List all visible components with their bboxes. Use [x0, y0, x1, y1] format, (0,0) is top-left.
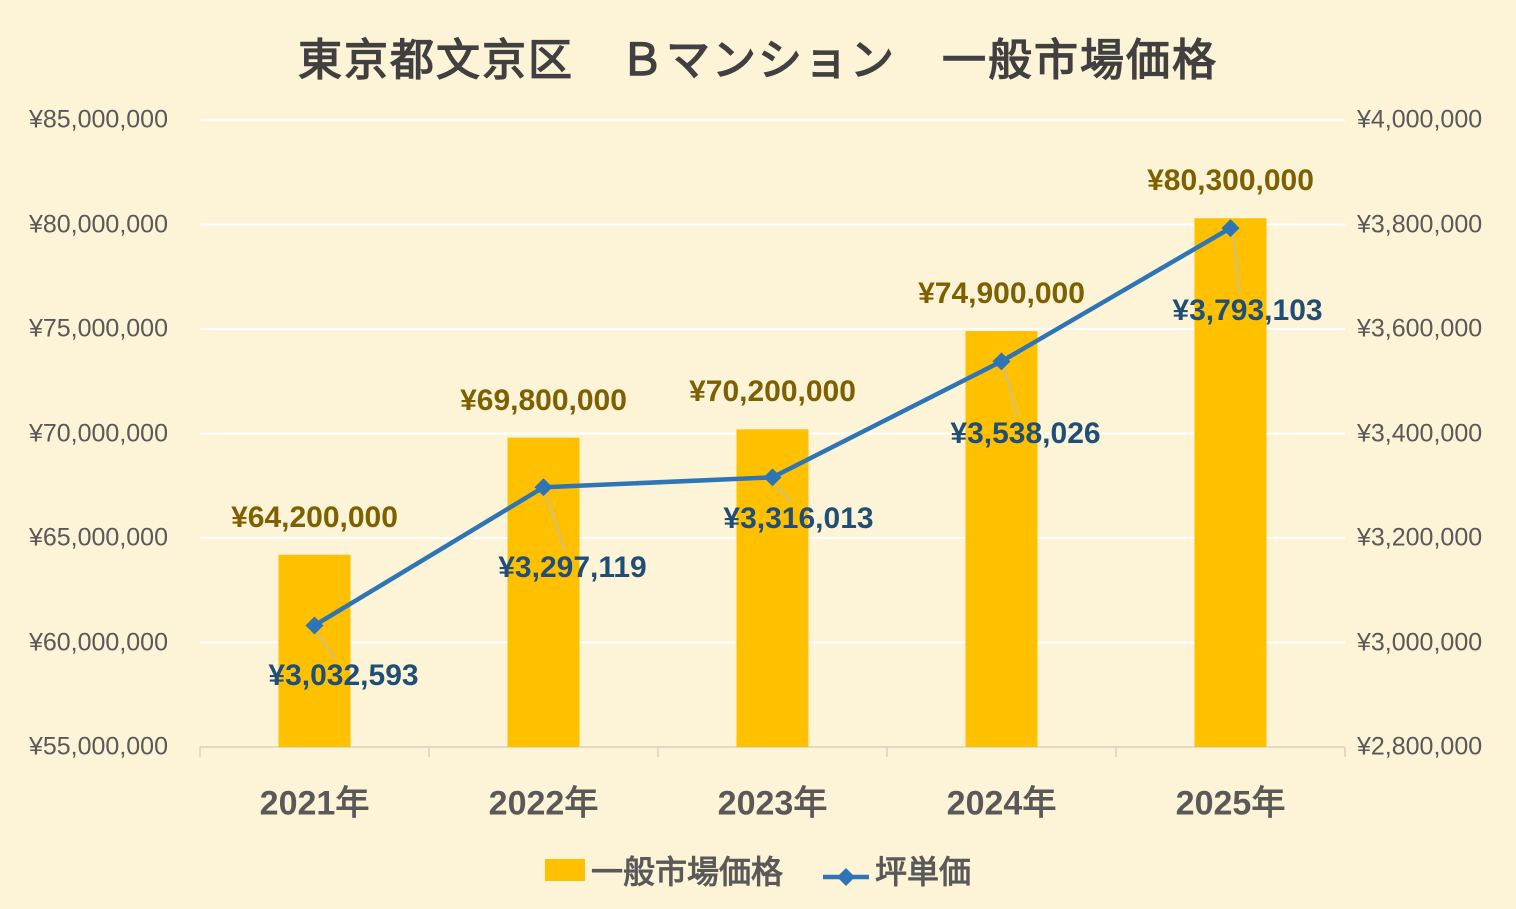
right-axis-tick: ¥3,400,000 — [1357, 419, 1483, 447]
x-axis-label: 2025年 — [1175, 784, 1286, 823]
bar-2024年 — [965, 331, 1038, 747]
legend-label-unit-price: 坪単価 — [875, 854, 972, 890]
line-marker-diamond-icon — [1221, 219, 1240, 238]
left-axis-tick: ¥80,000,000 — [28, 210, 168, 238]
left-axis-tick: ¥65,000,000 — [28, 523, 168, 552]
bar-2021年 — [278, 554, 351, 747]
left-axis-tick: ¥55,000,000 — [28, 732, 168, 761]
label-leader-line — [774, 484, 792, 502]
label-leader-line — [545, 495, 566, 551]
line-marker-diamond-icon — [305, 616, 324, 635]
right-axis-tick: ¥3,600,000 — [1357, 314, 1483, 343]
right-axis-tick: ¥4,000,000 — [1357, 105, 1483, 134]
bar-data-label: ¥74,900,000 — [918, 277, 1085, 311]
bar-data-label: ¥80,300,000 — [1147, 164, 1314, 198]
bar-data-label: ¥64,200,000 — [231, 500, 398, 534]
line-marker-diamond-icon — [534, 478, 553, 497]
line-marker-diamond-icon — [763, 468, 782, 487]
right-axis-tick: ¥2,800,000 — [1357, 732, 1483, 761]
left-axis-tick: ¥60,000,000 — [28, 628, 168, 656]
chart-title: 東京都文京区 Ｂマンション 一般市場価格 — [298, 36, 1218, 85]
right-axis-tick: ¥3,000,000 — [1357, 628, 1483, 656]
x-axis-label: 2021年 — [259, 784, 370, 823]
x-axis-label: 2023年 — [717, 784, 828, 823]
x-axis-label: 2022年 — [488, 784, 599, 823]
bar-data-label: ¥70,200,000 — [689, 375, 856, 409]
line-data-label: ¥3,538,026 — [950, 417, 1101, 451]
label-leader-line — [1003, 369, 1019, 417]
legend-item-market-price: 一般市場価格 — [544, 847, 783, 893]
line-data-label: ¥3,032,593 — [268, 659, 419, 693]
bar-swatch-icon — [544, 859, 585, 881]
x-axis-label: 2024年 — [946, 784, 1057, 823]
legend-item-unit-price: 坪単価 — [823, 847, 971, 893]
bar-2025年 — [1194, 218, 1267, 748]
line-marker-diamond-icon — [992, 352, 1011, 371]
line-diamond-swatch-icon — [823, 859, 869, 886]
legend-label-market-price: 一般市場価格 — [590, 854, 783, 890]
label-leader-line — [1232, 236, 1241, 294]
right-axis-tick: ¥3,800,000 — [1357, 210, 1483, 238]
label-leader-line — [316, 633, 337, 659]
bar-data-label: ¥69,800,000 — [460, 383, 627, 417]
right-axis-tick: ¥3,200,000 — [1357, 523, 1483, 552]
left-axis-tick: ¥85,000,000 — [28, 105, 168, 134]
line-data-label: ¥3,297,119 — [498, 551, 647, 585]
chart-legend: 一般市場価格 坪単価 — [0, 847, 1516, 893]
line-data-label: ¥3,316,013 — [723, 502, 874, 536]
left-axis-tick: ¥70,000,000 — [28, 419, 168, 447]
left-axis-tick: ¥75,000,000 — [28, 314, 168, 343]
line-data-label: ¥3,793,103 — [1172, 294, 1323, 328]
